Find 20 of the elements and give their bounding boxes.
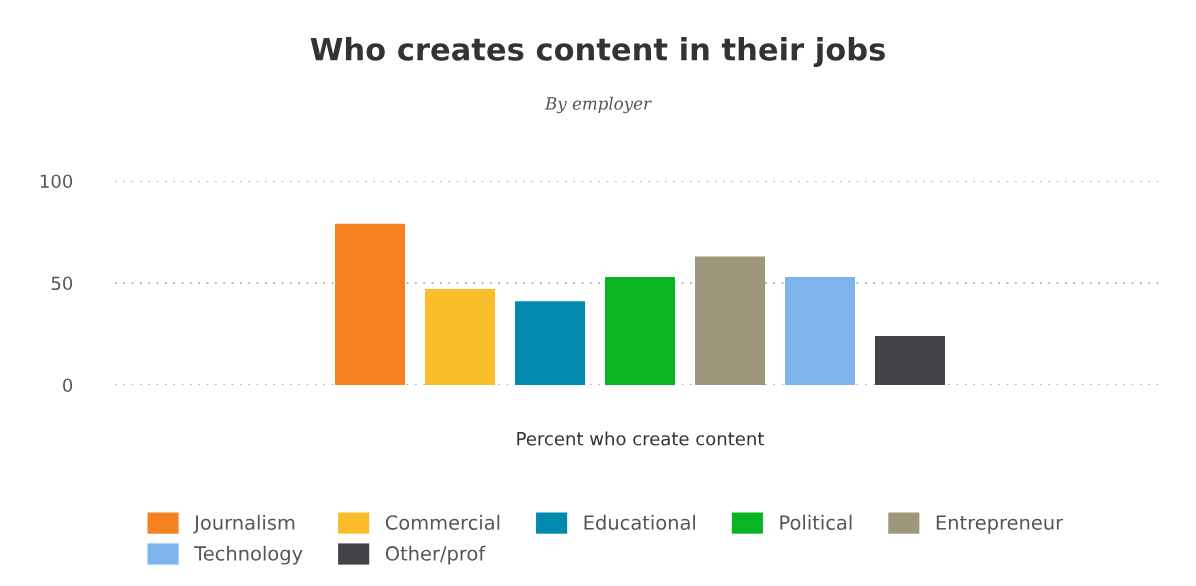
x-axis-title: Percent who create content [517,431,764,446]
bar [335,223,405,385]
y-tick-label: 0 [63,378,73,393]
legend-label: Journalism [193,514,295,534]
bar [785,276,855,385]
legend-label: Commercial [385,514,500,530]
legend-label: Educational [584,514,696,530]
legend-label: Technology [194,545,303,565]
chart-subtitle: By employer [544,96,652,114]
legend-label: Entrepreneur [936,515,1064,534]
bar [515,301,585,385]
legend-label: Political [780,514,852,530]
y-tick-label: 50 [51,276,73,291]
bar [425,289,495,385]
y-tick-label: 100 [40,174,73,189]
chart-title: Who creates content in their jobs [310,37,885,67]
bar [695,256,765,385]
bar [875,336,945,385]
bar [605,276,675,385]
legend-label: Other/prof [385,545,486,565]
